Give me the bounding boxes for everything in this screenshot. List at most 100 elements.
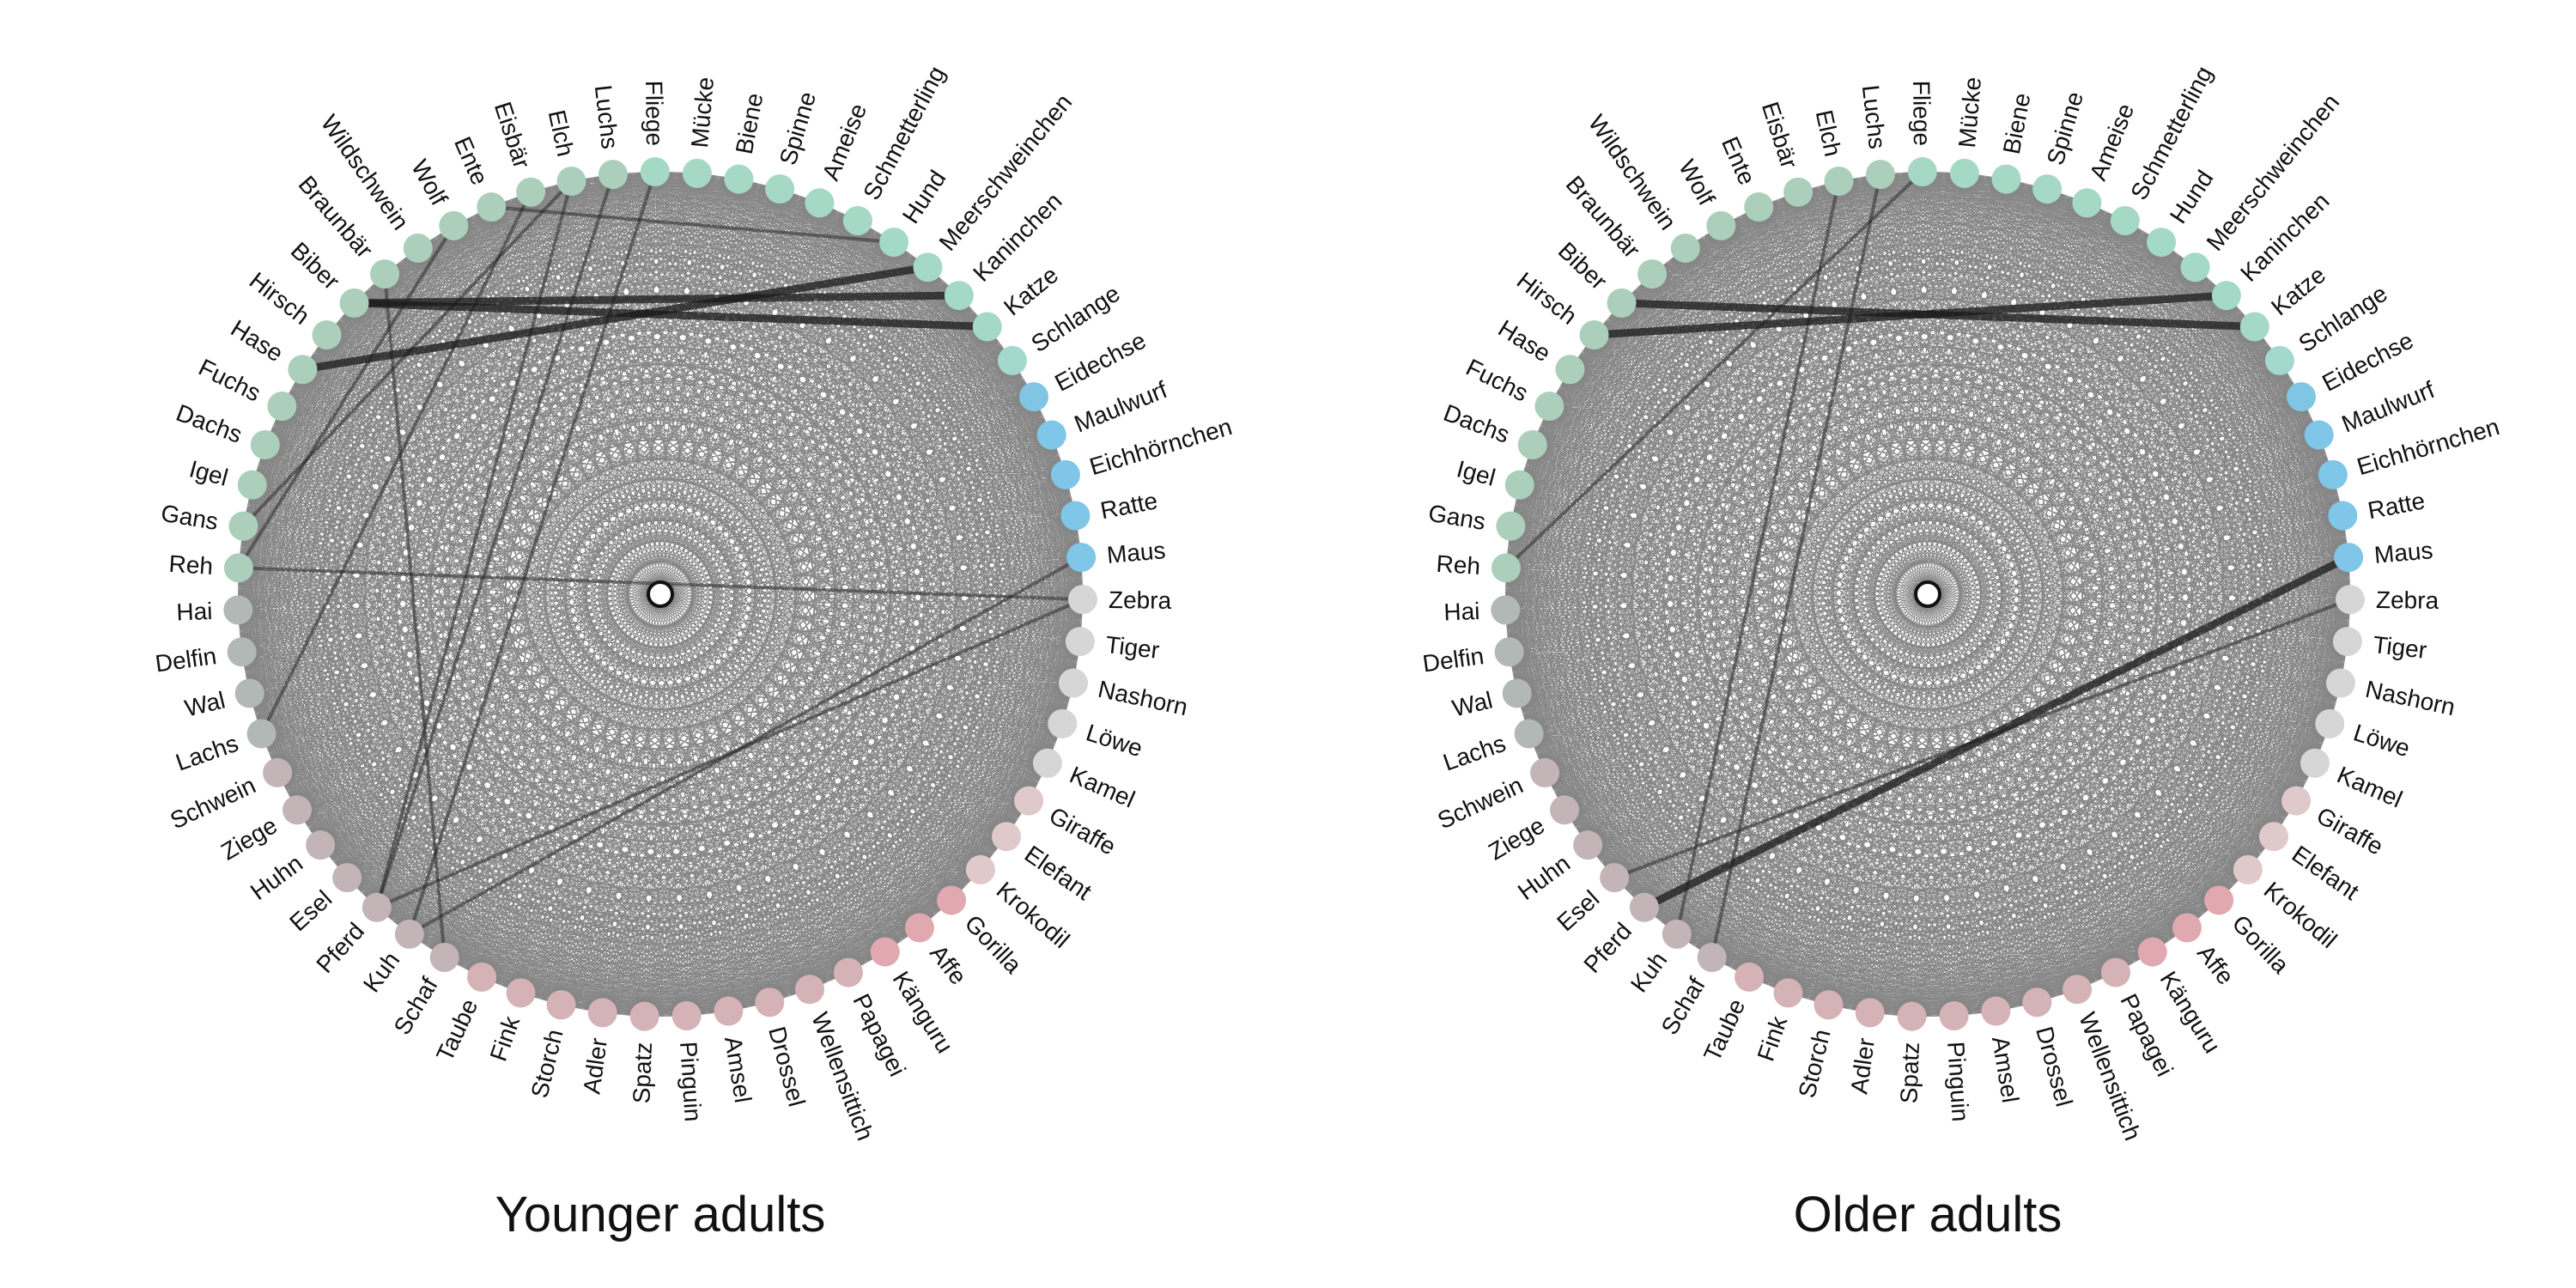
node-delfin	[1494, 637, 1524, 667]
node-label: Wal	[1449, 686, 1495, 721]
node-ameise	[805, 188, 835, 218]
node-label: Spinne	[2042, 88, 2088, 167]
node-dachs	[250, 429, 280, 459]
node-label: Adler	[578, 1036, 612, 1096]
node-löwe	[2315, 708, 2345, 738]
node-pinguin	[1939, 1001, 1969, 1031]
node-label: Maus	[1106, 537, 1167, 568]
node-dachs	[1517, 429, 1547, 459]
node-label: Fuchs	[194, 354, 264, 407]
node-wildschwein	[1670, 233, 1700, 263]
node-schaf	[1697, 942, 1727, 972]
node-lachs	[246, 719, 276, 749]
node-label: Affe	[925, 940, 972, 990]
node-kaninchen	[2211, 281, 2241, 311]
node-label: Delfin	[154, 642, 218, 677]
node-zebra	[1067, 585, 1097, 615]
node-label: Zebra	[1109, 586, 1172, 614]
node-eidechse	[2286, 382, 2316, 412]
node-ratte	[1060, 501, 1091, 531]
node-label: Hai	[176, 598, 213, 626]
node-label: Katze	[999, 261, 1063, 320]
node-label: Wolf	[1674, 155, 1720, 210]
node-label: Eisbär	[1757, 99, 1803, 172]
node-spatz	[629, 1001, 659, 1031]
node-hund	[2147, 228, 2177, 258]
node-label: Kamel	[2333, 761, 2406, 812]
node-wellensittich	[795, 975, 825, 1005]
node-label: Ameise	[817, 100, 872, 184]
node-eisbär	[1783, 177, 1814, 207]
node-label: Ratte	[1098, 487, 1160, 524]
node-wildschwein	[403, 233, 433, 263]
node-label: Hund	[897, 166, 951, 228]
node-hase	[288, 355, 318, 385]
node-label: Adler	[1845, 1036, 1880, 1096]
strong-edge	[241, 179, 573, 527]
node-ziege	[283, 795, 313, 825]
strong-edge	[407, 171, 657, 935]
node-krokodil	[965, 854, 995, 884]
node-affe	[904, 913, 934, 943]
node-label: Biber	[286, 237, 345, 295]
node-ente	[1744, 192, 1774, 222]
node-kamel	[2300, 748, 2330, 778]
node-label: Fink	[484, 1012, 525, 1065]
strong-edge	[301, 263, 929, 374]
node-label: Mücke	[1953, 76, 1986, 149]
node-biene	[724, 164, 754, 194]
node-esel	[332, 863, 362, 893]
node-meerschweinchen	[913, 252, 943, 283]
node-luchs	[1865, 160, 1895, 190]
node-label: Igel	[186, 455, 231, 491]
node-känguru	[2137, 937, 2167, 967]
node-krokodil	[2233, 854, 2263, 884]
node-label: Huhn	[1513, 850, 1575, 906]
node-label: Pferd	[1578, 918, 1637, 978]
node-label: Papagei	[2115, 990, 2178, 1081]
node-label: Affe	[2192, 940, 2239, 990]
node-lachs	[1514, 719, 1544, 749]
node-eisbär	[516, 177, 546, 207]
node-spatz	[1897, 1001, 1927, 1031]
strong-edge	[408, 556, 1083, 936]
node-schaf	[429, 942, 459, 972]
node-elch	[556, 167, 586, 197]
node-braunbär	[370, 259, 400, 289]
node-label: Maulwurf	[1071, 376, 1171, 438]
node-taube	[1735, 962, 1765, 992]
node-hase	[1555, 355, 1585, 385]
node-label: Delfin	[1421, 642, 1485, 677]
node-label: Tiger	[1104, 631, 1161, 664]
node-känguru	[870, 937, 900, 967]
node-mücke	[682, 158, 712, 188]
node-papagei	[2100, 957, 2130, 987]
node-gorilla	[2204, 885, 2234, 915]
node-igel	[1504, 470, 1534, 500]
strong-edge	[259, 191, 532, 735]
node-label: Biber	[1553, 237, 1613, 295]
node-label: Fliege	[641, 81, 668, 147]
node-label: Reh	[168, 550, 214, 580]
node-label: Mücke	[686, 76, 719, 149]
node-label: Ente	[1716, 133, 1760, 189]
node-schlange	[997, 345, 1027, 375]
panel-title-younger: Younger adults	[495, 1187, 826, 1242]
node-label: Tiger	[2372, 631, 2428, 664]
node-drossel	[2022, 987, 2052, 1018]
node-label: Nashorn	[1096, 676, 1190, 721]
node-label: Luchs	[1857, 83, 1891, 150]
strong-edge	[374, 173, 615, 908]
node-huhn	[306, 830, 336, 860]
node-label: Schaf	[389, 973, 443, 1040]
node-label: Hase	[1493, 314, 1555, 367]
node-label: Elch	[544, 107, 580, 159]
node-eidechse	[1018, 382, 1048, 412]
node-label: Ziege	[1484, 811, 1549, 865]
strong-edge	[1674, 180, 1841, 935]
node-label: Gans	[159, 500, 220, 535]
node-tiger	[2332, 627, 2362, 657]
node-spinne	[2032, 174, 2063, 204]
node-elch	[1824, 167, 1854, 197]
node-fink	[506, 978, 536, 1008]
